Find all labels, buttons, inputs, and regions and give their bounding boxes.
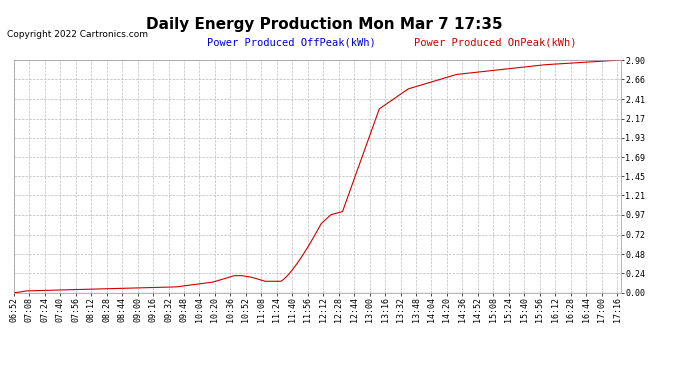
Power Produced OnPeak(kWh) (416, 83, 424, 88)
Power Produced OnPeak(kWh) (381, 103, 389, 107)
Text: Daily Energy Production Mon Mar 7 17:35: Daily Energy Production Mon Mar 7 17:35 (146, 17, 502, 32)
Power Produced OffPeak(kWh) (617, 290, 625, 295)
Power Produced OffPeak(kWh) (416, 290, 424, 295)
Text: Power Produced OffPeak(kWh): Power Produced OffPeak(kWh) (207, 38, 376, 48)
Power Produced OnPeak(kWh) (25, 289, 33, 293)
Text: Copyright 2022 Cartronics.com: Copyright 2022 Cartronics.com (7, 30, 148, 39)
Power Produced OffPeak(kWh) (25, 290, 33, 295)
Power Produced OnPeak(kWh) (10, 290, 18, 295)
Power Produced OnPeak(kWh) (590, 59, 598, 64)
Text: Power Produced OnPeak(kWh): Power Produced OnPeak(kWh) (414, 38, 577, 48)
Power Produced OnPeak(kWh) (617, 58, 625, 62)
Power Produced OffPeak(kWh) (10, 290, 18, 295)
Power Produced OffPeak(kWh) (381, 290, 389, 295)
Power Produced OnPeak(kWh) (342, 198, 351, 203)
Power Produced OffPeak(kWh) (590, 290, 598, 295)
Power Produced OffPeak(kWh) (420, 290, 428, 295)
Power Produced OffPeak(kWh) (342, 290, 351, 295)
Line: Power Produced OnPeak(kWh): Power Produced OnPeak(kWh) (14, 60, 621, 292)
Power Produced OnPeak(kWh) (420, 82, 428, 87)
